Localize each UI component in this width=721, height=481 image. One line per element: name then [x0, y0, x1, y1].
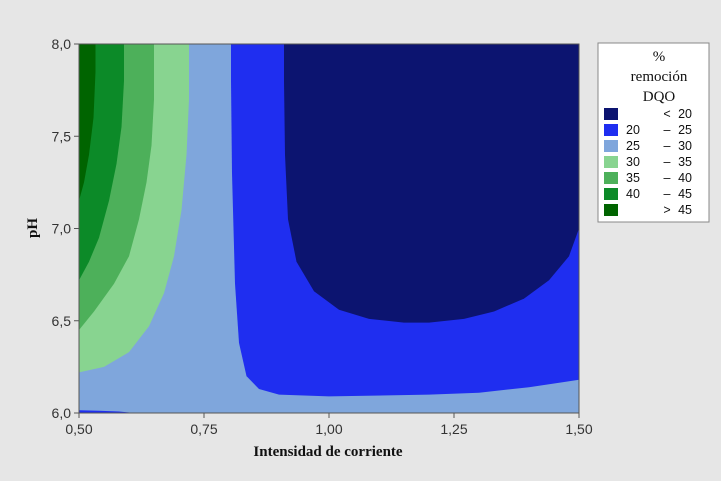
legend-high: 20 [678, 107, 692, 121]
legend-item: 25 –30 [604, 139, 692, 153]
legend-item: >45 [604, 203, 692, 217]
legend-item: 40 –45 [604, 187, 692, 201]
legend-high: 25 [678, 123, 692, 137]
contour-region-4 [79, 44, 96, 201]
legend-sep: < [663, 107, 670, 121]
legend-sep: – [664, 155, 671, 169]
legend-low: 35 [626, 171, 640, 185]
legend-title-line: DQO [643, 89, 676, 105]
legend-title: % remoción DQO [631, 49, 688, 105]
x-axis-ticks: 0,50 0,75 1,00 1,25 1,50 [65, 413, 593, 437]
legend-title-line: % [653, 49, 666, 65]
legend-item: 35 –40 [604, 171, 692, 185]
x-tick-label: 1,25 [440, 421, 467, 437]
legend-high: 30 [678, 139, 692, 153]
x-axis-title: Intensidad de corriente [253, 444, 403, 460]
legend-high: 35 [678, 155, 692, 169]
legend-low: 25 [626, 139, 640, 153]
x-tick-label: 1,50 [565, 421, 592, 437]
legend-sep: – [664, 123, 671, 137]
contour-region-8 [284, 44, 579, 323]
legend-swatch [604, 204, 618, 216]
y-tick-label: 6,0 [52, 405, 72, 421]
legend-low: 40 [626, 187, 640, 201]
legend-high: 45 [678, 203, 692, 217]
y-tick-label: 8,0 [52, 36, 72, 52]
legend-item: 30 –35 [604, 155, 692, 169]
y-tick-label: 6,5 [52, 313, 72, 329]
legend-sep: > [663, 203, 670, 217]
legend-low: 30 [626, 155, 640, 169]
legend-sep: – [664, 139, 671, 153]
legend-item: 20 –25 [604, 123, 692, 137]
x-tick-label: 0,75 [190, 421, 217, 437]
plot-area [79, 44, 579, 413]
legend-swatch [604, 124, 618, 136]
legend-swatch [604, 172, 618, 184]
legend-low: 20 [626, 123, 640, 137]
y-axis-title: pH [25, 218, 41, 238]
legend-swatch [604, 188, 618, 200]
contour-region-6 [79, 410, 134, 413]
legend-item: <20 [604, 107, 692, 121]
legend-title-line: remoción [631, 69, 688, 85]
legend-swatch [604, 140, 618, 152]
x-tick-label: 1,00 [315, 421, 342, 437]
legend-high: 45 [678, 187, 692, 201]
x-tick-label: 0,50 [65, 421, 92, 437]
y-tick-label: 7,5 [52, 128, 72, 144]
legend-high: 40 [678, 171, 692, 185]
legend-sep: – [664, 187, 671, 201]
legend-swatch [604, 108, 618, 120]
legend-swatch [604, 156, 618, 168]
y-tick-label: 7,0 [52, 221, 72, 237]
y-axis-ticks: 6,0 6,5 7,0 7,5 8,0 [52, 36, 79, 421]
legend-sep: – [664, 171, 671, 185]
